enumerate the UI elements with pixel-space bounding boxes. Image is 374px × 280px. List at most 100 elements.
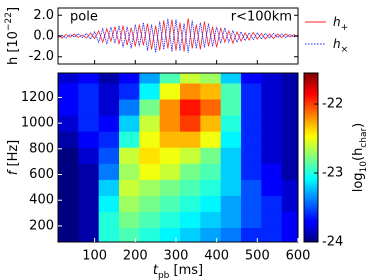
heatmap-cell	[180, 73, 201, 84]
heatmap-cell	[261, 179, 283, 196]
heatmap-cell	[261, 115, 283, 132]
x-tick-label: 200	[123, 249, 148, 264]
heatmap-cell	[281, 73, 298, 84]
heatmap-cell	[98, 147, 120, 164]
legend-label: h×	[333, 37, 348, 55]
legend-label-part: h	[333, 15, 341, 29]
heatmap-cell	[200, 82, 222, 100]
x-axis-label-part: t	[153, 263, 159, 278]
heatmap-cell	[261, 147, 283, 164]
heatmap-cell	[180, 99, 201, 116]
waveform	[58, 18, 298, 53]
heatmap-cell	[98, 179, 120, 196]
heatmap-cell	[241, 73, 262, 84]
heatmap-cell	[139, 99, 161, 116]
heatmap-cell	[261, 82, 283, 100]
x-tick-label: 600	[286, 249, 311, 264]
heatmap-cell	[220, 179, 242, 196]
colorbar-label-part: )	[351, 123, 366, 128]
y-tick-label: 200	[29, 218, 54, 233]
heatmap-cell	[200, 195, 222, 212]
heatmap-cell	[200, 73, 222, 84]
heatmap-cell	[78, 227, 100, 242]
heatmap-cell	[58, 131, 79, 148]
heatmap-cell	[281, 99, 298, 116]
heatmap-cell	[78, 131, 100, 148]
x-tick-label: 400	[204, 249, 229, 264]
annotation: pole	[70, 10, 98, 25]
heatmap-cell	[220, 131, 242, 148]
heatmap-cell	[58, 211, 79, 229]
heatmap-cell	[159, 195, 181, 212]
heatmap-cell	[261, 131, 283, 148]
heatmap-cell	[281, 179, 298, 196]
legend-label-part: +	[341, 23, 349, 33]
heatmap-cell	[200, 163, 222, 180]
y-tick-label: 1200	[21, 90, 54, 105]
heatmap-cell	[220, 227, 242, 242]
heatmap-cell	[98, 99, 120, 116]
heatmap-cell	[159, 227, 181, 242]
heatmap-cell	[78, 179, 100, 196]
heatmap-cell	[281, 131, 298, 148]
heatmap-cell	[261, 73, 283, 84]
heatmap-cell	[119, 211, 140, 229]
heatmap-cell	[261, 211, 283, 229]
heatmap-cell	[220, 147, 242, 164]
heatmap-cell	[58, 115, 79, 132]
colorbar-label-part: 10	[359, 161, 369, 173]
heatmap-cell	[119, 99, 140, 116]
heatmap-cell	[58, 179, 79, 196]
heatmap-cell	[159, 211, 181, 229]
heatmap-cell	[220, 99, 242, 116]
heatmap-cell	[119, 131, 140, 148]
heatmap-cell	[119, 227, 140, 242]
heatmap-cell	[200, 147, 222, 164]
heatmap-cell	[241, 131, 262, 148]
heatmap-cell	[200, 179, 222, 196]
colorbar	[303, 72, 319, 243]
heatmap-cell	[78, 195, 100, 212]
y-axis-label-part: h [10	[6, 31, 21, 65]
heatmap-cell	[159, 115, 181, 132]
heatmap-cell	[159, 147, 181, 164]
heatmap-cell	[78, 73, 100, 84]
heatmap-cell	[98, 195, 120, 212]
y-tick-label: 600	[29, 167, 54, 182]
colorbar-label-part: char	[359, 128, 369, 148]
heatmap-cell	[159, 179, 181, 196]
heatmap-cell	[180, 131, 201, 148]
y-tick-label: -2.0	[29, 49, 54, 64]
heatmap-cell	[281, 195, 298, 212]
heatmap-cell	[78, 99, 100, 116]
heatmap-cell	[139, 211, 161, 229]
plot-area	[58, 18, 298, 53]
x-tick-label: 300	[164, 249, 189, 264]
colorbar-tick-label: -23	[322, 166, 343, 181]
y-axis-label-part: −22	[4, 12, 14, 31]
heatmap-cell	[78, 163, 100, 180]
heatmap-cell	[281, 211, 298, 229]
colorbar-tick-label: -22	[322, 97, 343, 112]
heatmap-cell	[78, 147, 100, 164]
legend-label-part: ×	[341, 45, 349, 55]
heatmap-cell	[241, 163, 262, 180]
x-axis-label-part: [ms]	[169, 263, 203, 278]
heatmap-cell	[180, 179, 201, 196]
heatmap-cell	[58, 195, 79, 212]
heatmap-cell	[119, 179, 140, 196]
heatmap-cell	[261, 195, 283, 212]
y-tick-label: 1000	[21, 116, 54, 131]
heatmap-cell	[139, 227, 161, 242]
heatmap-cell	[261, 227, 283, 242]
heatmap-cell	[220, 195, 242, 212]
y-axis-label: h [10−22]	[4, 7, 21, 65]
y-axis-label: f [Hz]	[6, 140, 21, 175]
heatmap-cell	[180, 163, 201, 180]
heatmap-cell	[98, 131, 120, 148]
heatmap-cell	[180, 227, 201, 242]
heatmap-cell	[241, 147, 262, 164]
heatmap-cell	[159, 131, 181, 148]
heatmap-cell	[119, 115, 140, 132]
